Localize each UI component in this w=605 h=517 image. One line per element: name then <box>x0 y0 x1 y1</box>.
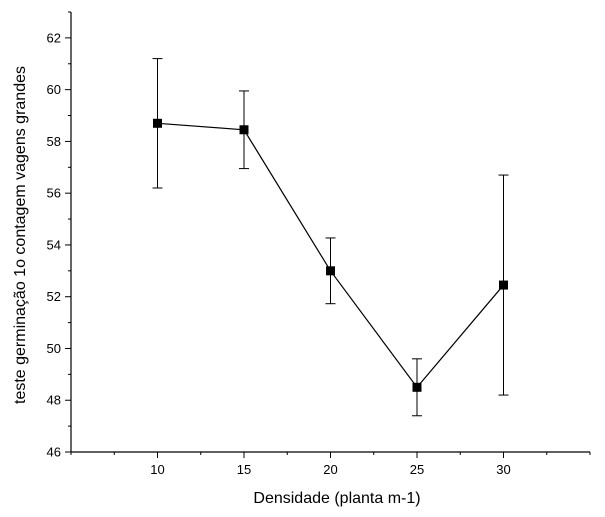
x-axis-title: Densidade (planta m-1) <box>253 490 420 507</box>
y-tick-label: 46 <box>47 445 61 460</box>
y-axis: 46 48 50 52 54 56 58 60 62 <box>47 11 71 460</box>
x-tick-label: 30 <box>496 462 510 477</box>
x-axis: 10 15 20 25 30 <box>70 452 591 477</box>
y-tick-label: 62 <box>47 30 61 45</box>
x-tick-label: 20 <box>323 462 337 477</box>
plot-area <box>70 12 590 453</box>
data-point <box>239 125 249 135</box>
x-tick-label: 15 <box>237 462 251 477</box>
y-tick-label: 48 <box>47 393 61 408</box>
y-tick-label: 54 <box>47 237 61 252</box>
data-point <box>326 266 335 276</box>
y-tick-label: 52 <box>47 289 61 304</box>
data-point <box>153 118 162 128</box>
y-axis-title: teste germinação 1o contagem vagens gran… <box>12 66 29 404</box>
x-tick-label: 25 <box>410 462 424 477</box>
y-tick-label: 56 <box>47 186 61 201</box>
data-series <box>152 58 509 417</box>
y-tick-label: 60 <box>47 82 61 97</box>
data-point <box>499 280 508 290</box>
y-tick-label: 50 <box>47 341 61 356</box>
data-point <box>412 382 422 392</box>
y-tick-label: 58 <box>47 134 61 149</box>
x-tick-label: 10 <box>150 462 164 477</box>
